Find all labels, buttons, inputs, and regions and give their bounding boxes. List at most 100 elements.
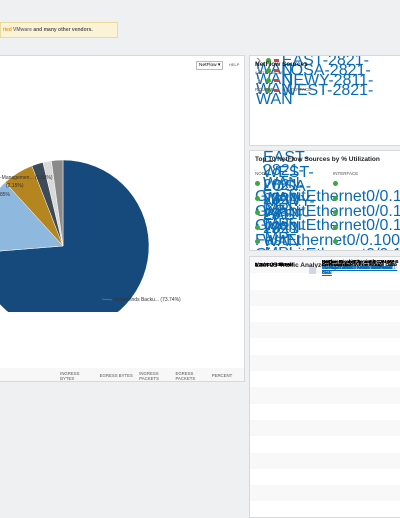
event-text: Interface GigabitEthernet0/0.105 · MP [322,259,395,264]
top10-row: EAST-2821-WANGigabitEthernet0/0.105 · MP [250,208,400,250]
event-text: NetFlow Receiver Service [EC2AMAZ-B [322,259,399,264]
event-text: Connection to NTA Flow Storage Datab [322,262,397,267]
column-header: NODE [255,171,269,176]
event-row: 8/28/2018 4:42 PM Interface GigabitEthern… [250,259,400,453]
sources-panel: NetFlow Sources 6 INTERFACES ROUTER INTE… [249,55,400,146]
event-row: 8/28/2018 7:25 PM NetFlow Receiver Servic… [250,259,400,323]
event-text: Interface GigabitEthernet0/0.100 · MP [322,262,395,267]
event-time: 8/28/2018 7:01 PM [255,262,292,267]
event-row: 8/28/2018 7:25 PM NetFlow Receiver Servic… [250,259,400,306]
interface-link[interactable]: FastEthernet0/0.100 · MPL [255,231,400,250]
event-time: 8/28/2018 10:53 AM [255,262,294,267]
interface-link[interactable]: GigabitEthernet0/0.100 · MP [255,217,400,247]
event-time: 8/28/2018 4:42 PM [255,262,292,267]
help[interactable]: HELP [229,62,240,67]
event-text: Connection to NTA Flow Storage Datab [322,262,397,267]
banner: rted VMware and many other vendors. [0,22,118,38]
interface-link[interactable]: GigabitEthernet0/0.105 · MP [255,246,400,251]
interface-link[interactable]: WEST-2821-WAN [256,82,374,108]
event-text: Interface GigabitEthernet0/0.100 · MP [322,259,395,264]
event-link[interactable]: Interface Details - WEST-2821-WAN [322,265,392,270]
column-header [0,368,58,381]
event-row: 8/28/2018 4:42 PM Interface GigabitEthern… [250,259,400,469]
events-panel: Last 25 Traffic Analyzer Events 8/28/201… [249,256,400,518]
event-link[interactable]: VM-Mgmt vlan' on NEWY-2811-WAN. Click [322,265,394,275]
top10-panel: Top 10 NetFlow Sources by % Utilization … [249,150,400,251]
event-time: 8/28/2018 10:54 AM [255,262,294,267]
event-text: Connection to NTA Flow Storage Datab [322,262,397,267]
node-link[interactable]: EAST-2821-WAN [263,207,310,250]
dropdown-label: NetFlow [199,63,217,68]
event-time: 8/28/2018 5:36 PM [255,262,292,267]
event-text: Interface GigabitEthernet0/0.100 · MP [322,259,395,264]
event-time: 8/28/2018 7:25 PM [255,262,292,267]
event-time: 8/28/2018 7:25 PM [255,262,292,267]
top10-row: WEST-2821-WANGigabitEthernet0/0.105 · MP [250,164,400,232]
event-row: 8/28/2018 7:24 PM NetFlow Receiver Servic… [250,259,400,355]
interface-link[interactable]: LOSA-2821-WAN [256,62,371,88]
event-link[interactable]: Interface Details - WEST-2821-WAN [322,265,392,270]
column-header: PERCENT [208,368,244,381]
event-text: NetFlow Receiver Service [EC2AMAZ-B [322,259,399,264]
event-icon [309,261,316,279]
event-link[interactable]: VM-Mgmt vlan' on LOSA-2821-WAN. Click [322,265,393,275]
event-row: 8/28/2018 7:24 PM NetFlow license limit e… [250,262,400,372]
event-link[interactable]: VM-Vlan' on LOSA-2821-WAN. Click here [322,265,392,275]
column-header: INTERFACE [286,87,312,92]
pie-label: 85% [0,192,11,198]
event-time: 8/28/2018 7:25 PM [255,262,292,267]
pie-slice [51,159,64,247]
event-row: 8/28/2018 7:25 PM NetFlow Receiver Servic… [250,259,400,290]
event-time: 8/28/2018 7:24 PM [255,262,292,267]
interface-link[interactable]: GigabitEthernet0/0.105 · MP [255,202,400,233]
pie-label: -Managemen... (1.59%) [0,175,53,181]
event-time: 8/28/2018 5:10 PM [255,262,292,267]
panel-title: Top 10 NetFlow Sources by % Utilization [255,156,380,163]
event-link[interactable]: VM-Vlan' on WEST-2821-WAN. Click [322,265,393,270]
event-row: 8/28/2018 7:01 PM Connection to NTA Flow … [250,262,400,404]
event-row: 8/28/2018 7:25 PM NetFlow Receiver Servic… [250,257,400,275]
pie-chart: SolarWinds Backu... (73.74%) -Managemen..… [0,159,181,312]
banner-suffix: and many other vendors. [33,27,93,33]
event-time: 8/28/2018 7:25 PM [255,262,292,267]
column-header: EGRESS PACKETS [172,368,209,381]
event-time: 8/28/2018 7:02 PM [255,262,292,267]
pie-label: SolarWinds Backu... (73.74%) [114,297,181,303]
event-time: 8/28/2018 7:24 PM [255,262,292,267]
event-link[interactable]: VM-Vlan' on WEST-2821-WAN. Click here [322,265,393,275]
top10-row: NEWY-2811-WANFastEthernet0/0.100 · MPL [250,193,400,250]
column-header: INGRESS PACKETS [136,368,173,381]
event-text: NetFlow Receiver Service [EC2AMAZ-B [322,259,399,264]
node-link[interactable]: WEST-2821-WAN [263,163,314,207]
event-text: NetFlow Receiver Service [EC2AMAZ-B [322,259,399,264]
event-time: 8/28/2018 4:42 PM [255,262,292,267]
panel-subtitle: 6 INTERFACES [255,70,284,75]
top10-row: LOSA-2821-WANGigabitEthernet0/0.100 · MP [250,179,400,247]
interface-link[interactable]: GigabitEthernet0/0.100 · MP [255,188,400,218]
column-header: INGRESS BYTES [57,368,97,381]
node-link[interactable]: EAST-2821-WAN [263,150,310,192]
event-link[interactable]: Interface Details - EAST-2821-WAN [322,265,391,270]
node-link[interactable]: NEWY-2811-WAN [263,192,315,236]
event-row: 8/28/2018 5:36 PM Interface GigabitEthern… [250,259,400,420]
event-link[interactable]: NetFlow Interface Details - EAST-2821-WA… [322,265,398,275]
event-row: 8/28/2018 7:02 PM Connection to NTA Flow … [250,262,400,388]
event-text: NetFlow Receiver Service [EC2AMAZ-B [322,259,399,264]
leader-line [101,298,113,301]
top10-row: EAST-2821-WANGigabitEthernet0/0.100 · MP [250,151,400,218]
node-link[interactable]: LOSA-2821-WAN [263,178,312,221]
event-text: Interface GigabitEthernet0/0.105 · MP [322,259,395,264]
event-row: 8/28/2018 10:54 AM Connection to NTA Flow… [250,262,400,486]
pie-slice [0,159,150,312]
banner-prefix: rted [3,27,12,33]
event-text: NetFlow Receiver Service [EC2AMAZ-B [322,259,399,264]
pie-slice [0,182,64,252]
dropdown[interactable]: NetFlow ▾ [196,61,223,70]
event-time: 8/28/2018 7:25 PM [255,262,292,267]
event-link[interactable]: Users-1st-vlan' on NEWY-2811-WAN. Click [322,265,394,275]
panel-title: NetFlow Sources [255,61,308,68]
top-talkers-panel: NetFlow ▾ HELP SolarWinds Backu... (73.7… [0,55,245,382]
column-header: EGRESS BYTES [96,368,137,381]
panel-title: Last 25 Traffic Analyzer Events [255,262,351,269]
